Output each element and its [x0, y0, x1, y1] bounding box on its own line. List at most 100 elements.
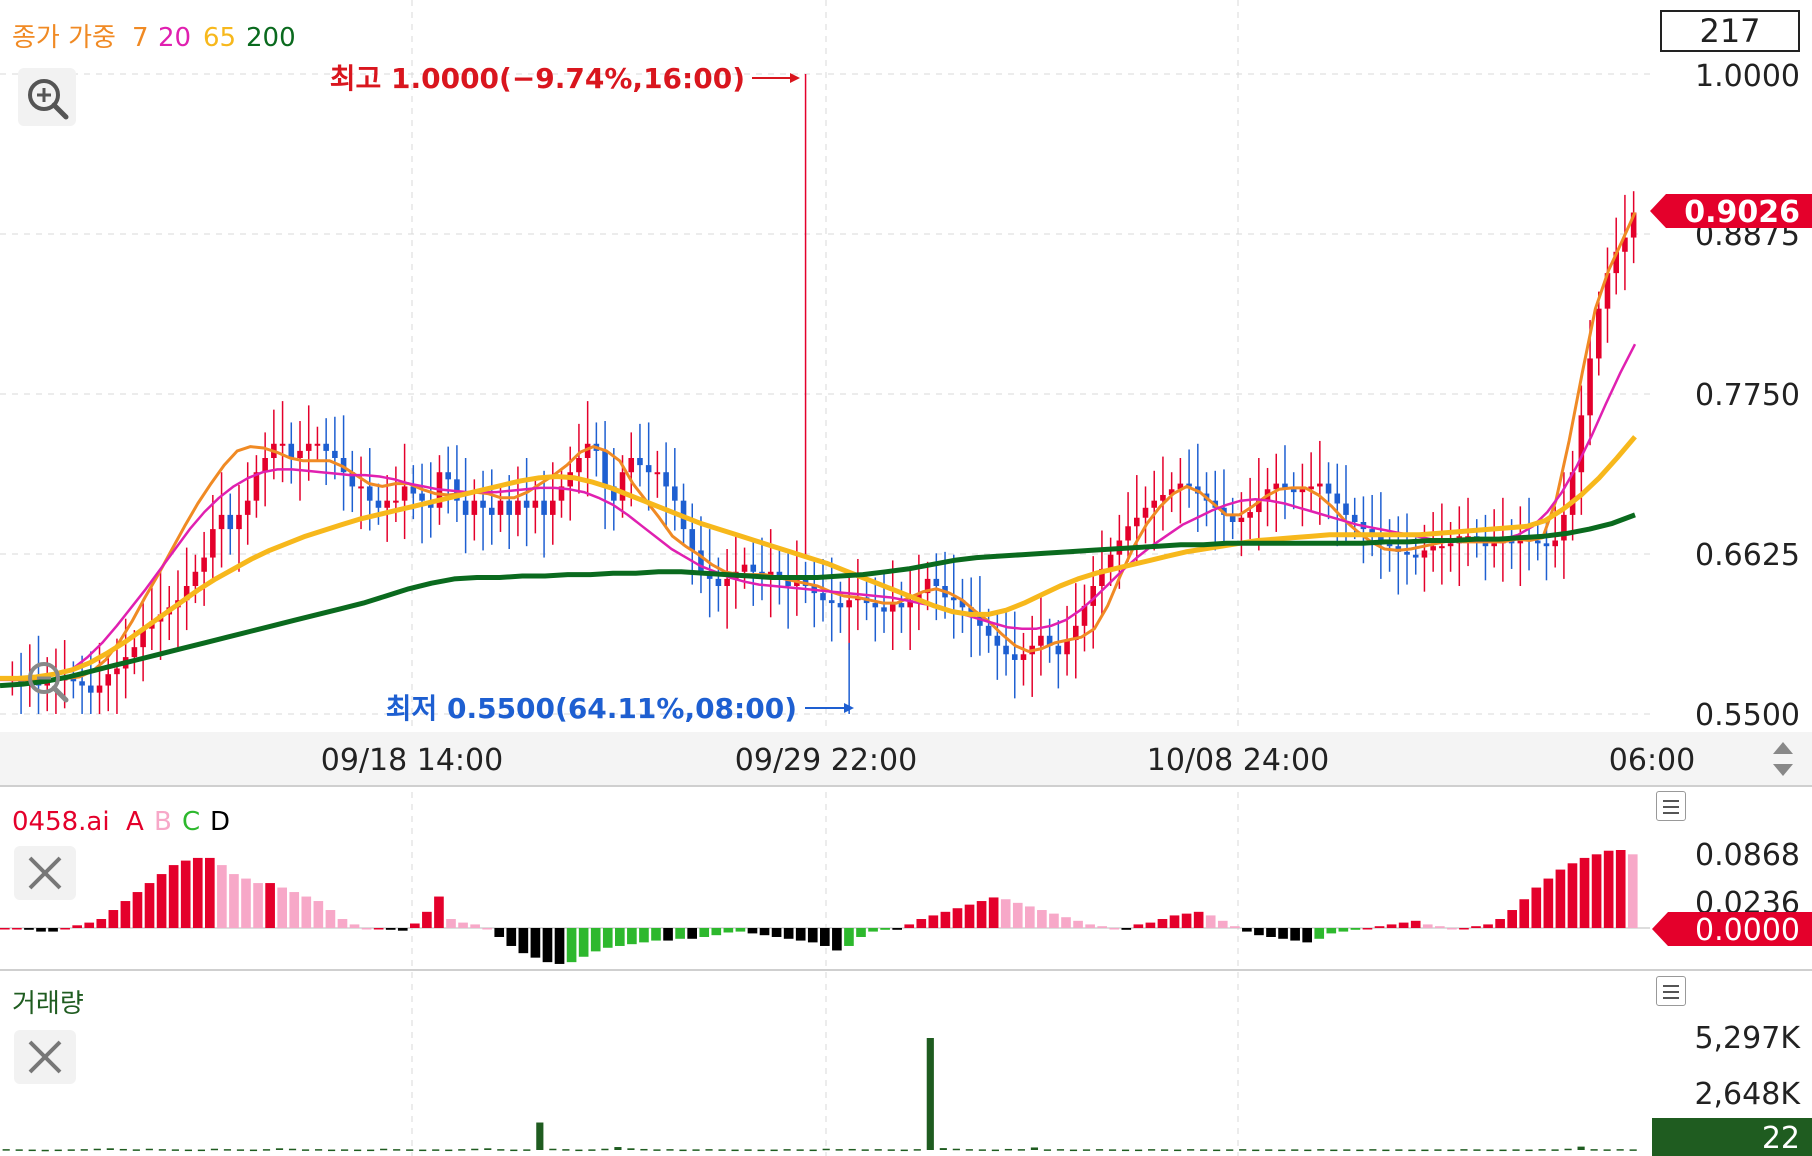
volume-bar — [913, 1149, 921, 1151]
volume-bar — [301, 1149, 310, 1151]
indicator-bar — [1266, 928, 1276, 937]
indicator-badge-value: 0.0000 — [1695, 913, 1800, 948]
volume-bar — [1017, 1149, 1025, 1151]
close-indicator-button[interactable] — [14, 846, 76, 900]
indicator-bar — [217, 865, 227, 928]
candle-body — [663, 472, 669, 487]
time-axis-band — [0, 732, 1812, 786]
volume-bar — [28, 1149, 36, 1152]
indicator-bar — [506, 928, 517, 946]
indicator-bar — [470, 924, 480, 928]
candle-body — [968, 607, 974, 615]
indicator-letter-b: B — [154, 807, 172, 837]
candle-body — [637, 458, 643, 466]
candle-body — [584, 443, 591, 458]
y-tick-label: 0.5500 — [1695, 698, 1800, 733]
candle-body — [924, 578, 931, 594]
candle-body — [907, 600, 913, 608]
bar-count-box[interactable]: 217 — [1660, 10, 1800, 52]
volume-bar — [1291, 1149, 1299, 1151]
indicator-bar — [72, 925, 82, 928]
candle-body — [210, 529, 216, 558]
candle-body — [1046, 635, 1053, 646]
volume-bar — [1473, 1149, 1481, 1151]
close-volume-button[interactable] — [14, 1030, 76, 1084]
candle-body — [1151, 500, 1158, 508]
pane-resize-handle[interactable] — [1762, 736, 1804, 782]
indicator-bar — [651, 928, 661, 941]
candle-body — [611, 486, 617, 501]
candle-body — [523, 500, 530, 508]
indicator-bar — [1507, 910, 1517, 928]
y-tick-label: 0.6625 — [1695, 538, 1800, 573]
zoom-in-button[interactable] — [18, 68, 76, 126]
candle-body — [262, 458, 268, 473]
candle-body — [1412, 554, 1419, 558]
volume-bar — [1616, 1149, 1624, 1151]
indicator-bar — [494, 928, 505, 937]
volume-bar — [1330, 1149, 1338, 1152]
volume-bar — [354, 1149, 362, 1152]
volume-menu-button[interactable] — [1656, 976, 1686, 1006]
indicator-bar — [1049, 913, 1059, 928]
indicator-bar — [627, 928, 637, 945]
candle-body — [1543, 543, 1550, 547]
volume-bar — [1421, 1149, 1429, 1152]
indicator-bar — [928, 915, 939, 928]
indicator-letter-d: D — [210, 807, 230, 837]
volume-bar — [1395, 1149, 1403, 1151]
legend-ma-7: 7 — [132, 23, 149, 53]
zoom-out-button[interactable] — [18, 656, 76, 706]
candle-body — [1325, 483, 1332, 494]
indicator-bar — [277, 887, 287, 928]
candle-body — [933, 578, 940, 586]
y-tick-label: 1.0000 — [1695, 59, 1800, 94]
indicator-bar — [446, 919, 456, 928]
candle-body — [1299, 489, 1306, 493]
indicator-bar — [325, 910, 336, 928]
indicator-bar — [1591, 854, 1602, 928]
volume-bar — [757, 1149, 765, 1152]
indicator-bar — [1422, 924, 1433, 928]
volume-bar — [991, 1149, 999, 1152]
candle-body — [114, 668, 120, 675]
indicator-bar — [385, 928, 396, 930]
candle-body — [1256, 500, 1262, 513]
volume-bar — [497, 1149, 505, 1151]
indicator-bar — [602, 928, 613, 948]
volume-badge — [1652, 1118, 1812, 1156]
candle-body — [1552, 540, 1558, 547]
candle-body — [828, 600, 835, 604]
volume-badge-value: 22 — [1762, 1121, 1800, 1156]
candle-body — [1090, 586, 1097, 606]
volume-tick: 5,297K — [1694, 1021, 1801, 1056]
candle-body — [549, 500, 556, 515]
volume-bar — [1187, 1149, 1195, 1151]
indicator-bar — [1483, 924, 1493, 928]
candle-body — [1308, 486, 1314, 490]
candle-body — [619, 472, 626, 501]
candle-body — [1081, 605, 1088, 626]
volume-bar — [1069, 1149, 1078, 1152]
ma-65-line — [0, 435, 1637, 681]
indicator-letter-a: A — [126, 807, 144, 837]
volume-bar — [1108, 1149, 1117, 1151]
indicator-bar — [349, 924, 360, 928]
volume-bar — [848, 1148, 856, 1151]
indicator-bar — [1398, 922, 1409, 928]
indicator-bar — [892, 928, 902, 930]
candle-body — [1229, 514, 1236, 522]
indicator-menu-button[interactable] — [1656, 791, 1686, 821]
volume-bar — [965, 1149, 973, 1151]
volume-bar — [1161, 1149, 1169, 1151]
indicator-bar — [566, 928, 577, 963]
volume-bar — [484, 1148, 492, 1150]
volume-bar — [523, 1149, 531, 1151]
candle-body — [384, 500, 390, 508]
ma-20-line — [0, 343, 1637, 682]
volume-bar — [2, 1149, 10, 1151]
indicator-bar — [856, 928, 866, 937]
indicator-bar — [735, 928, 746, 932]
close-icon — [28, 856, 62, 890]
volume-bar — [236, 1149, 245, 1151]
